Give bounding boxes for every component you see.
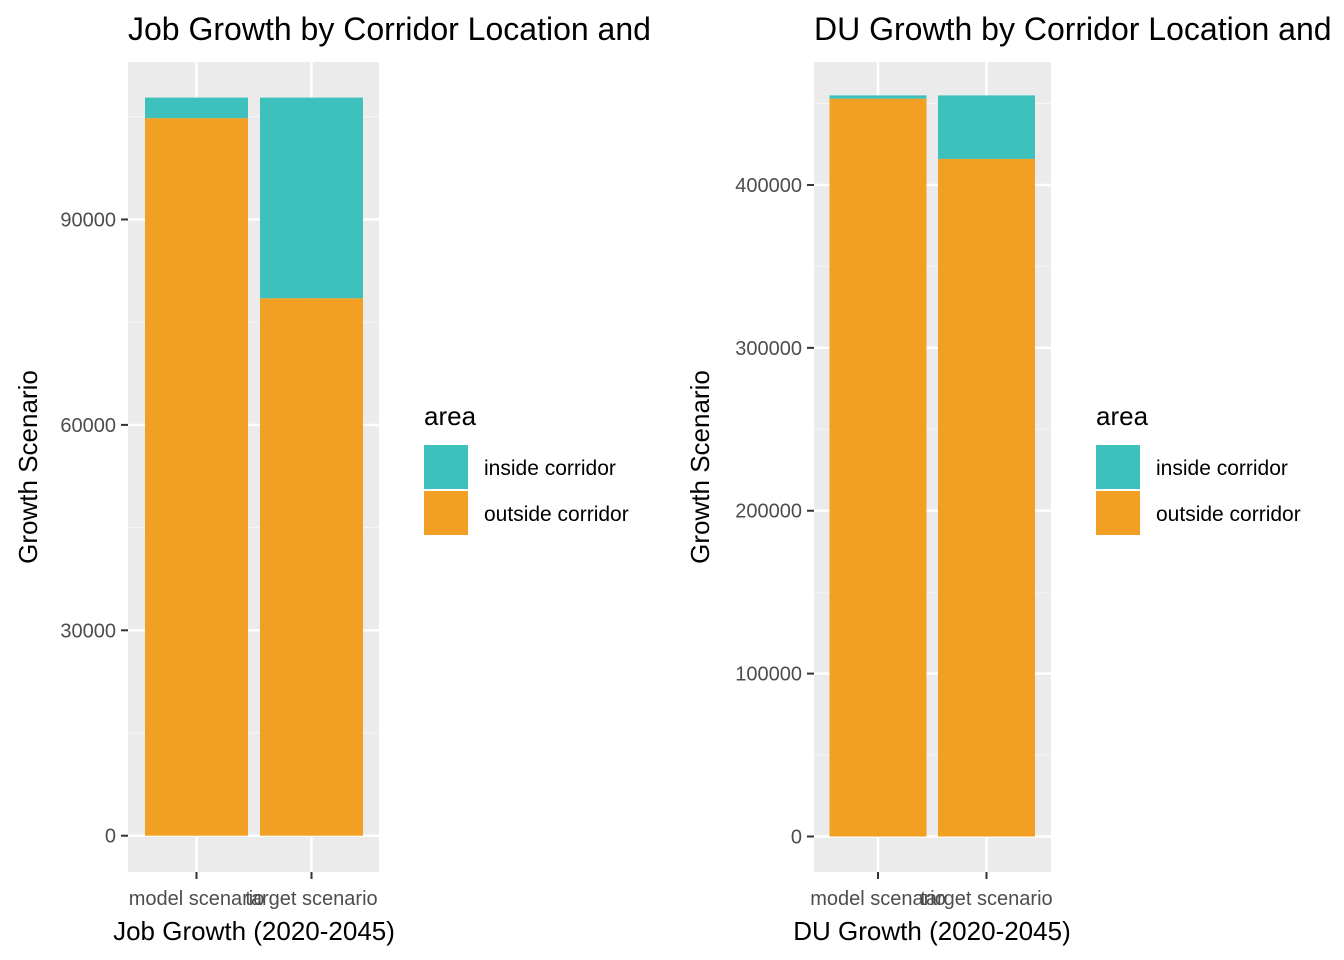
y-tick-label: 60000 xyxy=(60,415,116,437)
bar-segment-outside-corridor xyxy=(260,298,363,836)
chart-title: DU Growth by Corridor Location and xyxy=(814,11,1332,47)
y-axis: 0 30000 60000 90000 xyxy=(60,209,128,848)
y-tick-label: 200000 xyxy=(735,501,802,523)
y-tick-label: 0 xyxy=(105,826,116,848)
legend-swatch-outside xyxy=(1096,491,1140,535)
legend-title: area xyxy=(1096,401,1149,431)
legend-swatch-inside xyxy=(1096,445,1140,489)
y-tick-label: 90000 xyxy=(60,209,116,231)
x-tick-label: model scenario xyxy=(129,888,265,910)
bar-segment-outside-corridor xyxy=(145,118,248,836)
y-tick-label: 100000 xyxy=(735,664,802,686)
bar-segment-inside-corridor xyxy=(260,97,363,299)
legend-swatch-inside xyxy=(424,445,468,489)
y-tick-label: 30000 xyxy=(60,620,116,642)
x-axis-title: DU Growth (2020-2045) xyxy=(793,916,1070,946)
legend: area inside corridor outside corridor xyxy=(1096,401,1301,535)
y-tick-label: 300000 xyxy=(735,338,802,360)
x-tick-label: target scenario xyxy=(245,888,377,910)
y-axis: 0 100000 200000 300000 400000 xyxy=(735,175,814,848)
legend-label-inside: inside corridor xyxy=(1156,457,1288,480)
bar-segment-outside-corridor xyxy=(829,98,927,837)
legend-label-outside: outside corridor xyxy=(1156,503,1301,526)
job-growth-chart: Job Growth by Corridor Location and 0 300… xyxy=(13,11,651,946)
bar-segment-outside-corridor xyxy=(938,158,1035,837)
du-growth-chart: DU Growth by Corridor Location and 0 1000… xyxy=(685,11,1332,946)
legend-label-outside: outside corridor xyxy=(484,503,629,526)
legend-title: area xyxy=(424,401,477,431)
x-tick-label: model scenario xyxy=(810,888,946,910)
legend: area inside corridor outside corridor xyxy=(424,401,629,535)
y-axis-title: Growth Scenario xyxy=(13,370,43,564)
chart-title: Job Growth by Corridor Location and xyxy=(128,11,651,47)
bar-segment-inside-corridor xyxy=(829,95,927,99)
bar-segment-inside-corridor xyxy=(145,97,248,119)
bar-segment-inside-corridor xyxy=(938,95,1035,159)
y-tick-label: 400000 xyxy=(735,175,802,197)
y-axis-title: Growth Scenario xyxy=(685,370,715,564)
y-tick-label: 0 xyxy=(791,826,802,848)
x-axis-title: Job Growth (2020-2045) xyxy=(113,916,395,946)
x-tick-label: target scenario xyxy=(920,888,1052,910)
bars xyxy=(145,97,363,836)
legend-label-inside: inside corridor xyxy=(484,457,616,480)
bars xyxy=(829,95,1035,837)
legend-swatch-outside xyxy=(424,491,468,535)
